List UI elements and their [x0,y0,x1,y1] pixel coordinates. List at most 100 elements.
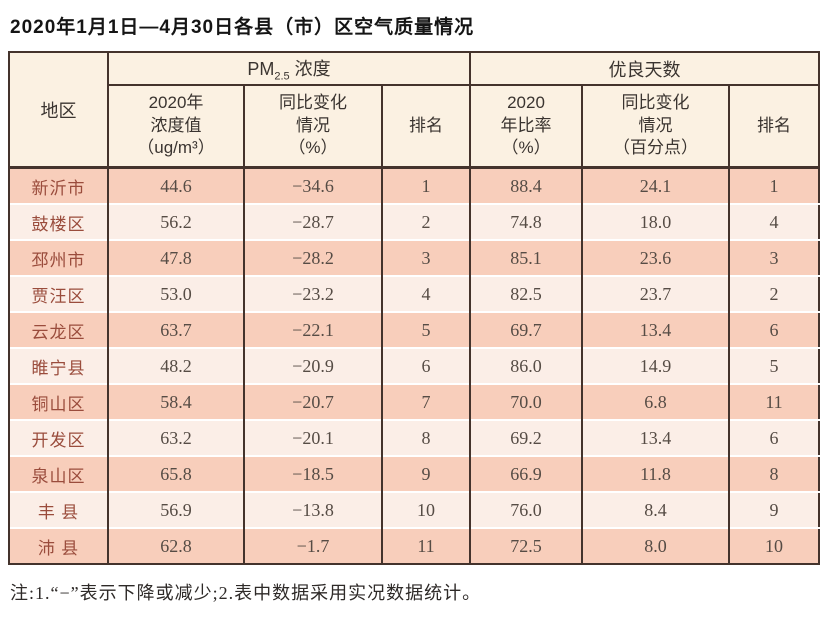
cell-days-change: 13.4 [581,419,730,456]
cell-days-rank: 6 [728,311,820,348]
table-row: 新沂市 44.6 −34.6 1 88.4 24.1 1 [8,167,820,204]
cell-pm-rank: 3 [380,239,471,276]
cell-pm-value: 56.9 [107,491,244,528]
cell-days-ratio: 70.0 [469,383,583,420]
cell-days-ratio: 69.7 [469,311,583,348]
cell-region: 贾汪区 [8,275,108,312]
cell-pm-rank: 11 [380,527,471,564]
table-row: 邳州市 47.8 −28.2 3 85.1 23.6 3 [8,239,820,276]
cell-pm-value: 48.2 [107,347,244,384]
cell-pm-rank: 9 [380,455,471,492]
cell-pm-value: 62.8 [107,527,244,564]
cell-pm-value: 63.7 [107,311,244,348]
cell-pm-value: 63.2 [107,419,244,456]
cell-days-ratio: 82.5 [469,275,583,312]
pm-label-prefix: PM [247,58,275,79]
cell-pm-change: −23.2 [243,275,382,312]
cell-pm-value: 47.8 [107,239,244,276]
cell-days-rank: 1 [728,167,820,204]
cell-region: 铜山区 [8,383,108,420]
table-body: 新沂市 44.6 −34.6 1 88.4 24.1 1 鼓楼区 56.2 −28.7 2 74.8 1… [8,167,820,564]
cell-days-change: 24.1 [581,167,730,204]
cell-region: 沛 县 [8,527,108,564]
cell-pm-change: −13.8 [243,491,382,528]
cell-pm-value: 58.4 [107,383,244,420]
pm-label-subscript: 2.5 [274,70,290,83]
header-region: 地区 [8,52,108,169]
header-group-pm25: PM2.5 浓度 [106,52,471,86]
cell-pm-change: −1.7 [243,527,382,564]
cell-days-ratio: 76.0 [469,491,583,528]
cell-days-ratio: 86.0 [469,347,583,384]
cell-days-ratio: 85.1 [469,239,583,276]
table-row: 铜山区 58.4 −20.7 7 70.0 6.8 11 [8,383,820,420]
cell-days-rank: 5 [728,347,820,384]
cell-region: 鼓楼区 [8,203,108,240]
cell-days-rank: 4 [728,203,820,240]
cell-pm-rank: 10 [380,491,471,528]
cell-days-change: 6.8 [581,383,730,420]
cell-days-ratio: 74.8 [469,203,583,240]
cell-days-ratio: 88.4 [469,167,583,204]
table-row: 泉山区 65.8 −18.5 9 66.9 11.8 8 [8,455,820,492]
cell-region: 泉山区 [8,455,108,492]
cell-pm-change: −28.2 [243,239,382,276]
cell-days-change: 11.8 [581,455,730,492]
cell-pm-value: 56.2 [107,203,244,240]
cell-days-change: 8.4 [581,491,730,528]
cell-days-rank: 8 [728,455,820,492]
cell-pm-rank: 6 [380,347,471,384]
cell-days-change: 14.9 [581,347,730,384]
cell-region: 云龙区 [8,311,108,348]
pm-label-suffix: 浓度 [289,58,331,79]
table-row: 丰 县 56.9 −13.8 10 76.0 8.4 9 [8,491,820,528]
cell-pm-rank: 7 [380,383,471,420]
cell-pm-change: −18.5 [243,455,382,492]
header-pm-rank: 排名 [380,85,471,169]
footnote: 注:1.“−”表示下降或减少;2.表中数据采用实况数据统计。 [10,583,482,603]
cell-days-rank: 6 [728,419,820,456]
cell-pm-rank: 2 [380,203,471,240]
cell-region: 睢宁县 [8,347,108,384]
table-row: 沛 县 62.8 −1.7 11 72.5 8.0 10 [8,527,820,564]
header-group-good-days: 优良天数 [469,52,820,86]
cell-region: 新沂市 [8,167,108,204]
cell-days-change: 23.7 [581,275,730,312]
page-title: 2020年1月1日—4月30日各县（市）区空气质量情况 [10,17,475,38]
cell-days-ratio: 69.2 [469,419,583,456]
header-pm-change: 同比变化 情况 （%） [243,85,382,169]
table-row: 云龙区 63.7 −22.1 5 69.7 13.4 6 [8,311,820,348]
cell-days-rank: 9 [728,491,820,528]
cell-days-change: 13.4 [581,311,730,348]
table-row: 鼓楼区 56.2 −28.7 2 74.8 18.0 4 [8,203,820,240]
cell-pm-change: −20.1 [243,419,382,456]
cell-days-change: 8.0 [581,527,730,564]
cell-pm-rank: 5 [380,311,471,348]
table-row: 睢宁县 48.2 −20.9 6 86.0 14.9 5 [8,347,820,384]
table-header: 地区 PM2.5 浓度 优良天数 2020年 浓度值 （ug/m³） 同比变化 … [8,52,820,169]
cell-pm-change: −20.7 [243,383,382,420]
cell-days-rank: 10 [728,527,820,564]
header-days-rank: 排名 [728,85,820,169]
cell-pm-rank: 8 [380,419,471,456]
cell-days-rank: 3 [728,239,820,276]
table-row: 贾汪区 53.0 −23.2 4 82.5 23.7 2 [8,275,820,312]
cell-days-change: 18.0 [581,203,730,240]
header-days-ratio: 2020 年比率 （%） [469,85,583,169]
cell-region: 开发区 [8,419,108,456]
cell-days-change: 23.6 [581,239,730,276]
air-quality-table: 地区 PM2.5 浓度 优良天数 2020年 浓度值 （ug/m³） 同比变化 … [8,51,821,565]
cell-pm-change: −20.9 [243,347,382,384]
cell-pm-value: 44.6 [107,167,244,204]
table-row: 开发区 63.2 −20.1 8 69.2 13.4 6 [8,419,820,456]
cell-days-rank: 2 [728,275,820,312]
cell-pm-value: 65.8 [107,455,244,492]
cell-days-ratio: 72.5 [469,527,583,564]
cell-days-rank: 11 [728,383,820,420]
header-days-change: 同比变化 情况 （百分点） [581,85,730,169]
cell-pm-rank: 4 [380,275,471,312]
header-pm-value: 2020年 浓度值 （ug/m³） [107,85,244,169]
cell-pm-value: 53.0 [107,275,244,312]
cell-days-ratio: 66.9 [469,455,583,492]
